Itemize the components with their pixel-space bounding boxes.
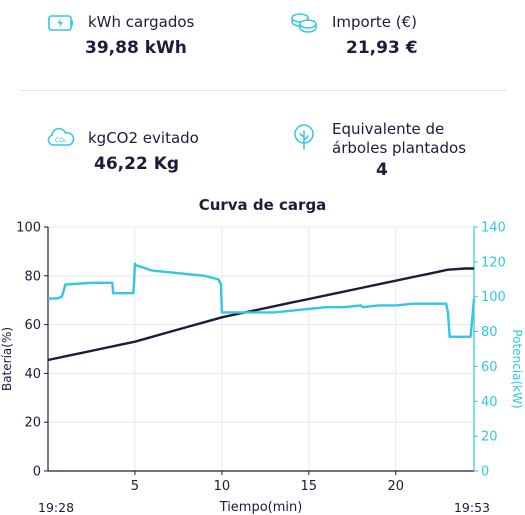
chart-title: Curva de carga bbox=[198, 196, 327, 214]
svg-text:CO₂: CO₂ bbox=[55, 137, 67, 144]
stat-arboles-plantados: Equivalente de árboles plantados 4 bbox=[262, 110, 525, 190]
tick-label-right: 80 bbox=[481, 325, 498, 340]
co2-value: 46,22 Kg bbox=[94, 154, 180, 174]
importe-value: 21,93 € bbox=[346, 38, 418, 58]
tick-label-right: 40 bbox=[481, 395, 498, 410]
tick-label-left: 80 bbox=[24, 269, 41, 284]
importe-label: Importe (€) bbox=[332, 13, 418, 31]
stat-kwh-cargados: kWh cargados 39,88 kWh bbox=[0, 0, 260, 90]
tick-label-right: 140 bbox=[481, 221, 506, 236]
chart-plot: 0 20 40 60 80 100 0 20 40 60 80 100 120 140 5 10 15 20 19:… bbox=[0, 221, 524, 515]
tick-label-right: 0 bbox=[481, 465, 489, 480]
tick-label-left: 100 bbox=[16, 221, 41, 236]
kwh-label: kWh cargados bbox=[88, 13, 195, 31]
tick-label-right: 20 bbox=[481, 430, 498, 445]
y-axis-label-right: Potencia(kW) bbox=[510, 329, 524, 408]
tick-label-right: 120 bbox=[481, 255, 506, 270]
tick-label-x: 15 bbox=[301, 479, 318, 494]
arboles-label-line1: Equivalente de bbox=[332, 120, 445, 138]
tick-label-right: 100 bbox=[481, 290, 506, 305]
co2-cloud-icon: CO₂ bbox=[47, 127, 75, 146]
co2-label: kgCO2 evitado bbox=[88, 129, 199, 147]
x-axis-label: Tiempo(min) bbox=[219, 500, 303, 515]
tick-label-x: 5 bbox=[131, 479, 139, 494]
tick-label-left: 60 bbox=[24, 318, 41, 333]
tick-label-left: 20 bbox=[24, 416, 41, 431]
tree-icon bbox=[294, 124, 314, 150]
tick-label-x: 10 bbox=[214, 479, 231, 494]
tick-label-x: 20 bbox=[387, 479, 404, 494]
arboles-label-line2: árboles plantados bbox=[332, 139, 467, 157]
stat-importe: Importe (€) 21,93 € bbox=[262, 0, 525, 90]
time-start-label: 19:28 bbox=[38, 500, 74, 515]
tick-label-right: 60 bbox=[481, 360, 498, 375]
coins-icon bbox=[291, 13, 317, 33]
tick-label-left: 40 bbox=[24, 367, 41, 382]
charge-curve-chart: Curva de carga 0 20 40 60 80 100 0 20 40 60 80 100 1… bbox=[0, 196, 525, 515]
series-line-potencia bbox=[48, 262, 476, 339]
tick-label-left: 0 bbox=[33, 465, 41, 480]
y-axis-label-left: Batería(%) bbox=[0, 327, 14, 391]
time-end-label: 19:53 bbox=[454, 500, 490, 515]
series-line-bateria bbox=[47, 267, 474, 362]
arboles-value: 4 bbox=[376, 160, 388, 180]
battery-charging-icon bbox=[48, 15, 73, 31]
stats-divider bbox=[20, 90, 506, 91]
stat-co2-evitado: CO₂ kgCO2 evitado 46,22 Kg bbox=[0, 110, 260, 190]
kwh-value: 39,88 kWh bbox=[85, 38, 187, 58]
